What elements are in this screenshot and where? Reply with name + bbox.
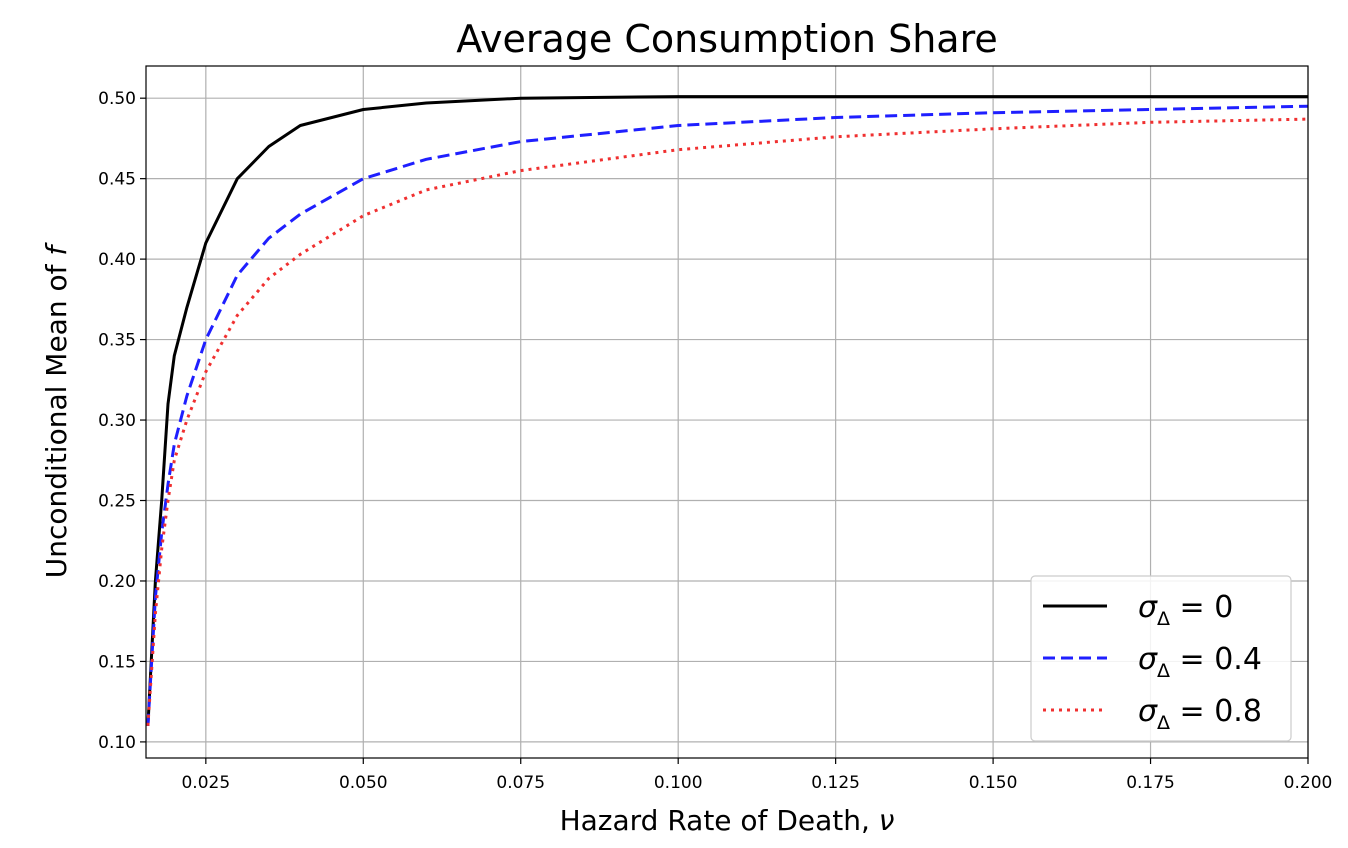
x-tick-label: 0.025 — [181, 773, 230, 793]
y-tick-label: 0.40 — [98, 250, 136, 270]
plot-frame — [145, 65, 1309, 759]
chart-title: Average Consumption Share — [456, 17, 998, 61]
y-tick-label: 0.30 — [98, 411, 136, 431]
y-tick-label: 0.50 — [98, 89, 136, 109]
legend-label: σΔ = 0.8 — [1138, 694, 1262, 734]
x-tick-label: 0.100 — [654, 773, 703, 793]
x-tick-label: 0.050 — [339, 773, 388, 793]
y-tick-label: 0.45 — [98, 170, 136, 190]
legend-box — [1030, 575, 1292, 742]
y-axis-label: Unconditional Mean of f — [40, 242, 73, 579]
y-tick-label: 0.25 — [98, 492, 136, 512]
series-line — [146, 117, 1309, 726]
y-tick-label: 0.10 — [98, 733, 136, 753]
plot-lines — [146, 95, 1309, 726]
series-line — [146, 95, 1308, 726]
y-axis-ticks: 0.10 0.15 0.20 0.25 0.30 0.35 0.40 0.45 0.50 — [98, 89, 146, 753]
legend-label: σΔ = 0 — [1138, 590, 1233, 630]
x-tick-label: 0.175 — [1126, 773, 1175, 793]
legend-label: σΔ = 0.4 — [1138, 642, 1262, 682]
legend: σΔ = 0 σΔ = 0.4 σΔ = 0.8 — [1030, 575, 1292, 742]
series-line — [146, 104, 1309, 726]
x-tick-label: 0.200 — [1284, 773, 1333, 793]
x-axis-ticks: 0.025 0.050 0.075 0.100 0.125 0.150 0.175 0.200 — [181, 758, 1332, 793]
y-tick-label: 0.35 — [98, 331, 136, 351]
y-tick-label: 0.20 — [98, 572, 136, 592]
y-tick-label: 0.15 — [98, 652, 136, 672]
x-tick-label: 0.150 — [969, 773, 1018, 793]
x-tick-label: 0.125 — [811, 773, 860, 793]
x-tick-label: 0.075 — [496, 773, 545, 793]
x-axis-label: Hazard Rate of Death, ν — [560, 804, 895, 837]
